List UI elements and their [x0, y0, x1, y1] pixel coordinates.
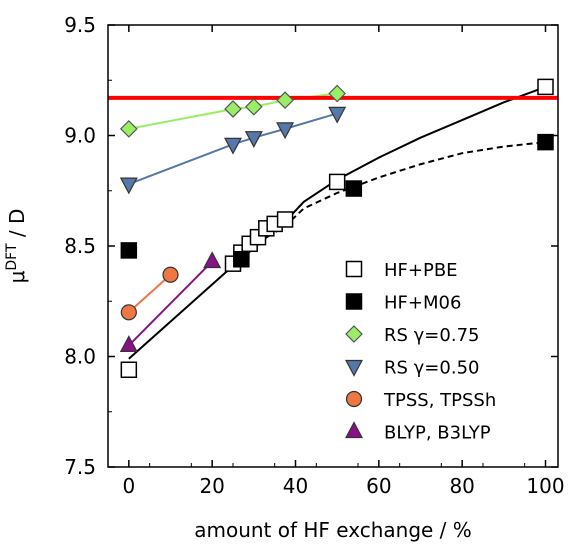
- data-point: [276, 211, 294, 228]
- data-point: [328, 84, 347, 103]
- data-point: [276, 91, 294, 109]
- y-axis-title: μDFT / D: [4, 209, 29, 284]
- x-tick-label: 60: [366, 474, 391, 498]
- data-point: [328, 173, 346, 191]
- x-tick-label: 20: [199, 474, 224, 498]
- y-axis-title-base: μ: [5, 270, 29, 283]
- series-line: [128, 273, 172, 314]
- legend-label: HF+PBE: [384, 260, 458, 281]
- y-tick-label: 8.5: [64, 234, 96, 258]
- x-tick-label: 40: [283, 474, 308, 498]
- x-tick-label: 80: [449, 474, 474, 498]
- data-point: [345, 180, 363, 197]
- data-point: [119, 177, 138, 195]
- data-point: [328, 106, 347, 124]
- y-tick-label: 7.5: [64, 455, 96, 479]
- legend-marker: [345, 359, 363, 377]
- fit-curve-solid: [128, 85, 546, 360]
- data-point: [119, 335, 138, 353]
- legend-marker: [345, 421, 363, 439]
- data-point: [537, 133, 554, 151]
- fit-curve-dashed: [240, 141, 546, 254]
- data-point: [276, 122, 295, 140]
- x-tick-label: 100: [526, 474, 564, 498]
- legend-label: HF+M06: [384, 293, 461, 314]
- legend-label: RS γ=0.50: [384, 358, 479, 379]
- legend-marker: [345, 260, 363, 278]
- data-point: [120, 304, 137, 321]
- data-point: [120, 242, 138, 259]
- legend-label: TPSS, TPSSh: [383, 390, 496, 411]
- data-point: [537, 78, 554, 96]
- data-point: [224, 100, 242, 118]
- legend-label: RS γ=0.75: [384, 325, 479, 346]
- data-point: [203, 251, 222, 269]
- axes: 0 20 40 60 80 100 7.5 8.0 8.5 9.0 9.5: [64, 13, 564, 498]
- legend-marker: [345, 325, 363, 343]
- data-point: [162, 266, 179, 283]
- data-point: [233, 251, 250, 268]
- y-tick-label: 9.0: [64, 124, 96, 148]
- legend-label: BLYP, B3LYP: [384, 423, 491, 444]
- y-axis-title-sup: DFT: [4, 243, 20, 271]
- fit-curves: [128, 85, 546, 360]
- data-point: [119, 120, 138, 138]
- series-lines: [128, 92, 338, 347]
- series-line: [128, 260, 213, 347]
- y-axis-title-rest: / D: [5, 209, 29, 244]
- legend-marker: [345, 390, 363, 408]
- data-point: [120, 361, 138, 379]
- legend: HF+PBE HF+M06 RS γ=0.75 RS γ=0.50 TPSS, TPSS…: [345, 260, 496, 444]
- legend-marker: [345, 293, 363, 310]
- x-axis-title: amount of HF exchange / %: [194, 518, 472, 542]
- data-point: [224, 137, 242, 155]
- y-tick-label: 8.0: [64, 345, 96, 369]
- y-tick-label: 9.5: [64, 13, 96, 37]
- data-point: [244, 131, 263, 148]
- data-point: [244, 97, 263, 116]
- data-markers: [119, 78, 554, 379]
- x-tick-label: 0: [122, 474, 135, 498]
